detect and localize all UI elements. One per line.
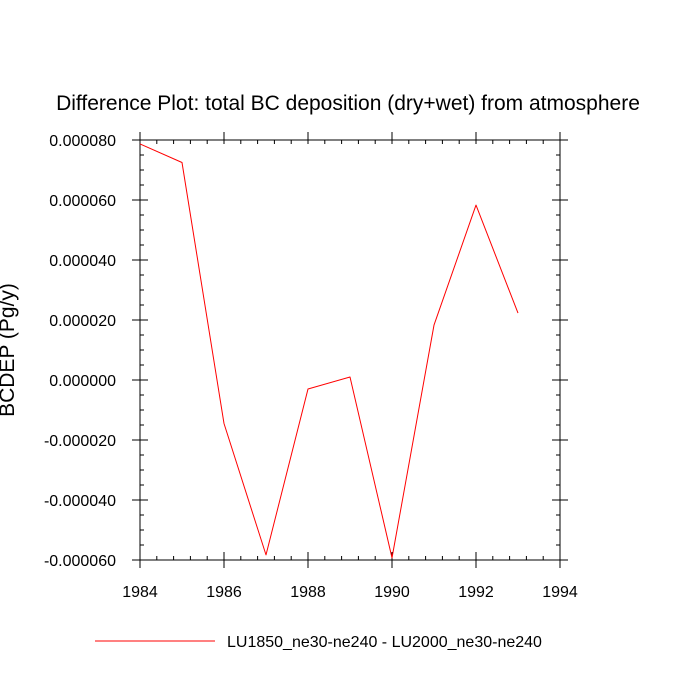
- x-tick-label: 1994: [542, 584, 578, 601]
- y-tick-label: -0.000040: [44, 493, 116, 510]
- y-tick-label: 0.000080: [49, 133, 116, 150]
- y-tick-label: 0.000000: [49, 373, 116, 390]
- x-tick-label: 1992: [458, 584, 494, 601]
- x-tick-label: 1988: [290, 584, 326, 601]
- x-tick-label: 1984: [122, 584, 158, 601]
- y-tick-label: 0.000060: [49, 193, 116, 210]
- y-axis-ticks: 0.000080 0.000060 0.000040 0.000020 0.000000…: [44, 133, 568, 570]
- legend: LU1850_ne30-ne240 - LU2000_ne30-ne240: [95, 634, 542, 651]
- y-tick-label: -0.000020: [44, 433, 116, 450]
- x-axis-ticks: 1984 1986 1988 1990 1992 1994: [122, 132, 578, 601]
- y-tick-label: -0.000060: [44, 553, 116, 570]
- y-axis-label: BCDEP (Pg/y): [0, 283, 19, 417]
- x-tick-label: 1990: [374, 584, 410, 601]
- series-line: [139, 143, 519, 559]
- x-tick-label: 1986: [206, 584, 242, 601]
- legend-label: LU1850_ne30-ne240 - LU2000_ne30-ne240: [227, 634, 542, 651]
- plot-frame: [139, 139, 561, 561]
- y-tick-label: 0.000040: [49, 253, 116, 270]
- minor-ticks: [139, 139, 561, 561]
- y-tick-label: 0.000020: [49, 313, 116, 330]
- chart-title: Difference Plot: total BC deposition (dr…: [56, 92, 640, 115]
- series-layer: [139, 143, 519, 559]
- plot-area: 1984 1986 1988 1990 1992 1994 0.000080 0.00006…: [44, 132, 578, 601]
